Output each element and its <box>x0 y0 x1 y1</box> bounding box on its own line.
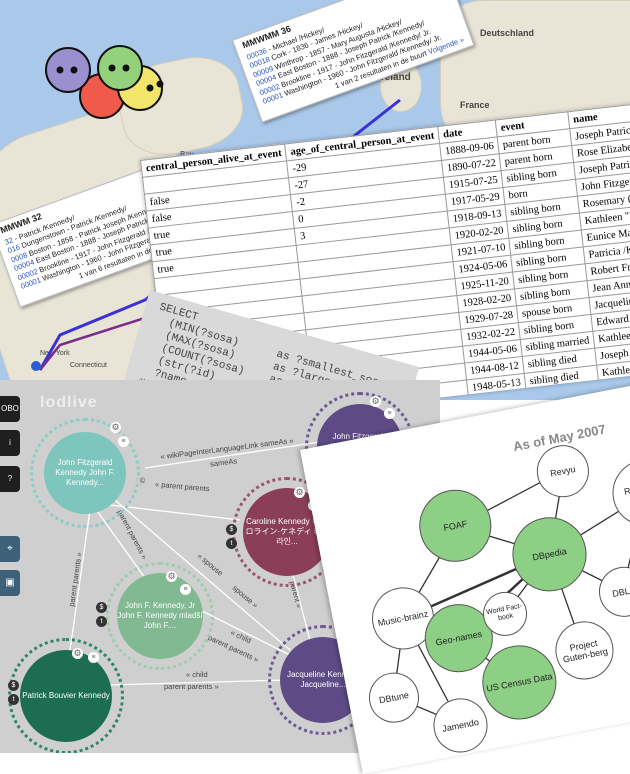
dollar-icon[interactable]: $ <box>96 602 107 613</box>
node-label: Caroline Kennedy キャロライン·ケネディ 캐롤라인... <box>245 517 329 546</box>
node-jfk[interactable]: John Fitzgerald Kennedy John F. Kennedy.… <box>44 432 126 514</box>
list-icon[interactable]: ≡ <box>88 652 99 663</box>
info-button[interactable]: i <box>0 430 20 456</box>
node-label: John Fitzgerald Kennedy John F. Kennedy.… <box>55 458 115 487</box>
node-label: John F. Kennedy, Jr John F. Kennedy mlad… <box>117 601 203 630</box>
gear-icon[interactable]: ⚙ <box>110 422 121 433</box>
location-pin-icon[interactable]: ⌖ <box>0 536 20 562</box>
node-ring <box>30 418 140 528</box>
edge-parent-patrick <box>69 509 91 651</box>
gear-icon[interactable]: ⚙ <box>72 648 83 659</box>
gear-icon[interactable]: ⚙ <box>370 396 381 407</box>
edge-label-child-2: « child <box>186 670 208 679</box>
list-icon[interactable]: ≡ <box>118 436 129 447</box>
tag-icon[interactable]: t <box>96 616 107 627</box>
map-label-ireland: Ireland <box>378 72 411 83</box>
map-label-deutschland: Deutschland <box>480 28 535 38</box>
edge-spouse <box>114 499 291 651</box>
list-icon[interactable]: ≡ <box>384 408 395 419</box>
edge-wiki <box>144 441 321 469</box>
node-label: Jacqueline Kennedy Jacqueline... <box>286 670 360 689</box>
map-label-connecticut: Connecticut <box>70 362 107 369</box>
node-ring <box>106 562 214 670</box>
logo-icon <box>45 45 164 119</box>
lod-cloud-diagram: As of May 2007 FOAF Revyu RDF Book Mashu… <box>300 377 630 774</box>
obo-button[interactable]: OBO <box>0 396 20 422</box>
map-label-france: France <box>460 100 490 110</box>
gear-icon[interactable]: ⚙ <box>294 487 305 498</box>
node-patrick[interactable]: Patrick Bouvier Kennedy <box>20 650 112 742</box>
gear-icon[interactable]: ⚙ <box>166 571 177 582</box>
edge-label-parent-parents-bottom: parent parents » <box>164 682 219 691</box>
edge-patrick-jacqueline <box>109 679 286 686</box>
node-label: Patrick Bouvier Kennedy <box>22 691 110 700</box>
dollar-icon[interactable]: $ <box>226 524 237 535</box>
list-icon[interactable]: ≡ <box>180 584 191 595</box>
tag-icon[interactable]: t <box>226 538 237 549</box>
edge-parent-caroline <box>109 504 241 521</box>
lodlive-logo: lodlive <box>40 394 98 411</box>
map-marker <box>31 361 41 371</box>
tag-icon[interactable]: t <box>8 694 19 705</box>
help-button[interactable]: ? <box>0 466 20 492</box>
dollar-icon[interactable]: $ <box>8 680 19 691</box>
image-gallery-icon[interactable]: ▣ <box>0 570 20 596</box>
link-icon[interactable]: © <box>137 476 148 487</box>
